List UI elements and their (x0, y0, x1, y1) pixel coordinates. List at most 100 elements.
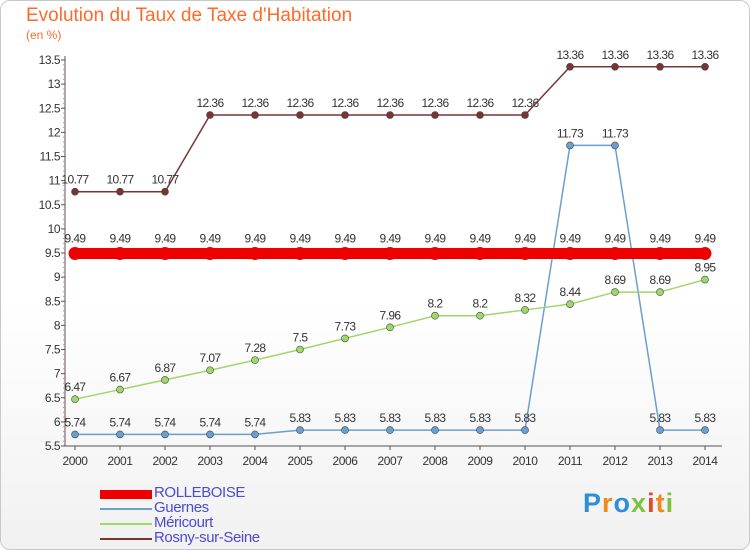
data-point (161, 187, 169, 196)
x-tick-label: 2010 (512, 454, 538, 468)
data-label: 10.77 (106, 173, 134, 187)
legend-label: ROLLEBOISE (154, 484, 246, 501)
logo-letter: x (631, 488, 648, 518)
data-point (116, 385, 124, 394)
data-point (206, 111, 214, 119)
legend-item: Méricourt (100, 514, 400, 531)
data-label: 5.74 (65, 415, 87, 429)
data-label: 5.74 (155, 415, 177, 429)
data-label: 6.67 (110, 371, 132, 385)
data-point (116, 187, 124, 196)
y-tick-label: 6.5 (45, 391, 61, 405)
data-label: 13.36 (646, 48, 674, 62)
y-tick-label: 12.5 (39, 101, 61, 115)
x-tick-label: 2002 (152, 454, 178, 468)
data-label: 12.36 (511, 96, 539, 110)
data-label: 9.49 (425, 231, 447, 245)
data-point (158, 246, 172, 260)
legend-swatch (100, 508, 152, 510)
data-point (473, 246, 487, 260)
y-tick-label: 6 (54, 415, 61, 429)
y-tick-label: 7 (54, 367, 61, 381)
data-point (206, 366, 214, 375)
x-tick-label: 2004 (242, 454, 268, 468)
legend-label: Rosny-sur-Seine (154, 529, 260, 546)
data-point (296, 111, 304, 119)
data-point (341, 426, 349, 434)
data-point (611, 288, 619, 296)
data-point (296, 345, 304, 354)
data-label: 12.36 (286, 96, 314, 110)
data-label: 8.2 (473, 297, 489, 311)
x-tick-label: 2000 (62, 454, 88, 468)
data-label: 9.49 (470, 231, 492, 245)
x-tick-label: 2006 (332, 454, 358, 468)
data-label: 10.77 (61, 173, 89, 187)
x-tick-label: 2009 (467, 454, 493, 468)
data-point (386, 323, 394, 332)
data-label: 9.49 (335, 231, 357, 245)
data-point (563, 246, 577, 260)
data-point (608, 246, 622, 260)
data-labels: 5.74 5.74 5.74 5.74 5.74 5.83 5.83 5.83 5.83 5.83… (61, 48, 720, 430)
data-label: 5.83 (425, 411, 447, 425)
data-label: 9.49 (515, 231, 537, 245)
legend-item: Rosny-sur-Seine (100, 529, 400, 546)
data-point (71, 395, 79, 403)
logo-letter: o (613, 488, 632, 518)
logo-letter: t (655, 488, 666, 518)
data-label: 7.5 (293, 331, 309, 345)
data-label: 11.73 (557, 126, 584, 140)
data-label: 13.36 (601, 48, 629, 62)
y-tick-label: 11.5 (40, 150, 61, 164)
data-point (656, 426, 664, 434)
data-label: 9.49 (605, 231, 627, 245)
series-points (68, 62, 712, 439)
y-tick-label: 12 (48, 125, 61, 139)
y-tick-label: 8.5 (45, 294, 61, 308)
y-tick-label: 13 (48, 77, 61, 91)
legend-swatch (100, 489, 152, 499)
data-point (383, 246, 397, 260)
data-point (386, 426, 394, 434)
data-point (251, 430, 259, 439)
series-line-1 (75, 144, 705, 436)
chart-title: Evolution du Taux de Taxe d'Habitation (26, 5, 353, 26)
data-label: 5.83 (380, 411, 402, 425)
data-label: 12.36 (331, 96, 359, 110)
data-label: 12.36 (196, 96, 224, 110)
data-point (518, 246, 532, 260)
data-point (521, 111, 529, 119)
data-point (161, 430, 169, 439)
data-label: 12.36 (241, 96, 269, 110)
data-label: 5.83 (290, 411, 312, 425)
x-tick-label: 2001 (107, 454, 133, 468)
data-point (566, 141, 574, 150)
x-tick-label: 2013 (647, 454, 673, 468)
data-point (251, 356, 259, 364)
data-label: 8.32 (515, 291, 537, 305)
data-label: 10.77 (151, 173, 179, 187)
data-point (701, 62, 709, 71)
data-point (248, 246, 262, 260)
data-point (656, 62, 664, 71)
data-label: 9.49 (65, 231, 87, 245)
data-label: 7.07 (200, 351, 222, 365)
data-label: 9.49 (245, 231, 267, 245)
x-tick-label: 2003 (197, 454, 223, 468)
legend: ROLLEBOISE Guernes Méricourt Rosny-sur-Sein… (100, 484, 400, 546)
data-point (203, 246, 217, 260)
data-label: 5.83 (515, 411, 537, 425)
data-label: 5.83 (650, 411, 672, 425)
data-point (71, 430, 79, 439)
data-point (428, 246, 442, 260)
data-point (113, 246, 127, 260)
data-label: 7.96 (380, 308, 402, 322)
y-tick-label: 9.5 (45, 246, 61, 260)
data-point (656, 288, 664, 296)
y-tick-label: 13.5 (39, 53, 61, 67)
legend-item: ROLLEBOISE (100, 484, 400, 501)
data-point (431, 311, 439, 320)
